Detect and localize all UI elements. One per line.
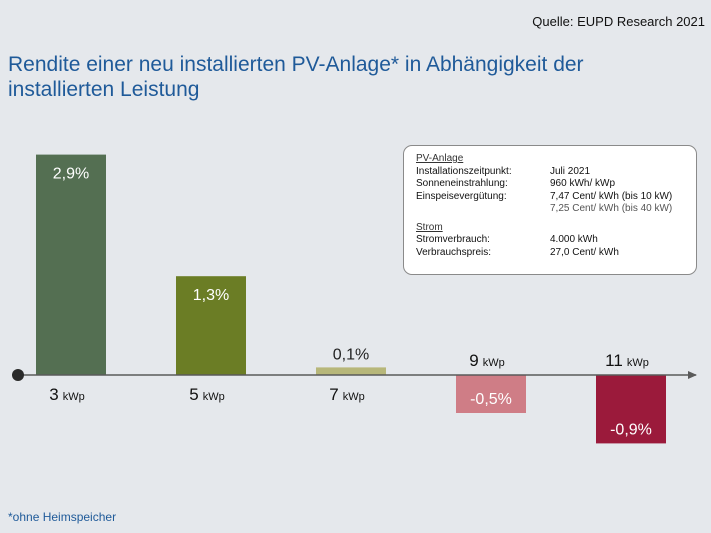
source-note: Quelle: EUPD Research 2021: [532, 14, 705, 29]
category-label: 3 kWp: [49, 385, 84, 404]
info-label: Installationszeitpunkt:: [416, 165, 512, 177]
bars-group: [36, 154, 666, 444]
bar-9-kwp: [456, 375, 526, 413]
info-label: [416, 203, 550, 216]
bar-3-kwp: [36, 154, 106, 375]
info-label: Sonneneinstrahlung:: [416, 178, 508, 189]
pv-heading: PV-Anlage: [416, 153, 464, 164]
info-row-consumption: Stromverbrauch: 4.000 kWh: [416, 234, 696, 247]
category-label: 7 kWp: [329, 385, 364, 404]
info-row-irradiation: Sonneneinstrahlung: 960 kWh/ kWp: [416, 178, 696, 191]
axis-origin-dot: [12, 369, 24, 381]
info-value: 960 kWh/ kWp: [550, 178, 616, 189]
category-label: 11 kWp: [605, 351, 649, 370]
info-row-installation: Installationszeitpunkt: Juli 2021: [416, 166, 696, 179]
bar-11-kwp: [596, 375, 666, 444]
category-label: 5 kWp: [189, 385, 224, 404]
category-label: 9 kWp: [469, 351, 504, 370]
value-label: -0,9%: [610, 421, 652, 438]
info-value: 7,25 Cent/ kWh (bis 40 kW): [550, 203, 673, 214]
bar-5-kwp: [176, 276, 246, 375]
footnote: *ohne Heimspeicher: [8, 510, 117, 524]
info-value: 7,47 Cent/ kWh (bis 10 kW): [550, 190, 673, 202]
value-label: 0,1%: [333, 346, 369, 363]
info-value: 4.000 kWh: [550, 234, 598, 245]
info-label: Stromverbrauch:: [416, 234, 490, 245]
chart-title: Rendite einer neu installierten PV-Anlag…: [8, 53, 584, 101]
info-row-price: Verbrauchspreis: 27,0 Cent/ kWh: [416, 247, 696, 260]
assumptions-box: PV-Anlage Installationszeitpunkt: Juli 2…: [403, 145, 697, 275]
info-value: Juli 2021: [550, 165, 591, 177]
info-label: Verbrauchspreis:: [416, 246, 492, 258]
value-label: 2,9%: [53, 166, 89, 183]
info-row-feed-in: Einspeisevergütung: 7,47 Cent/ kWh (bis …: [416, 191, 696, 204]
info-label: Einspeisevergütung:: [416, 190, 507, 202]
info-value: 27,0 Cent/ kWh: [550, 246, 619, 258]
info-row-feed-in-2: 7,25 Cent/ kWh (bis 40 kW): [416, 203, 696, 216]
value-label: 1,3%: [193, 287, 229, 304]
value-label: -0,5%: [470, 391, 512, 408]
bar-7-kwp: [316, 367, 386, 375]
strom-heading: Strom: [416, 221, 443, 233]
labels-group: 2,9% 3 kWp 1,3% 5 kWp 0,1% 7 kWp -0,5% 9 kWp -0,9% 11…: [49, 166, 652, 439]
